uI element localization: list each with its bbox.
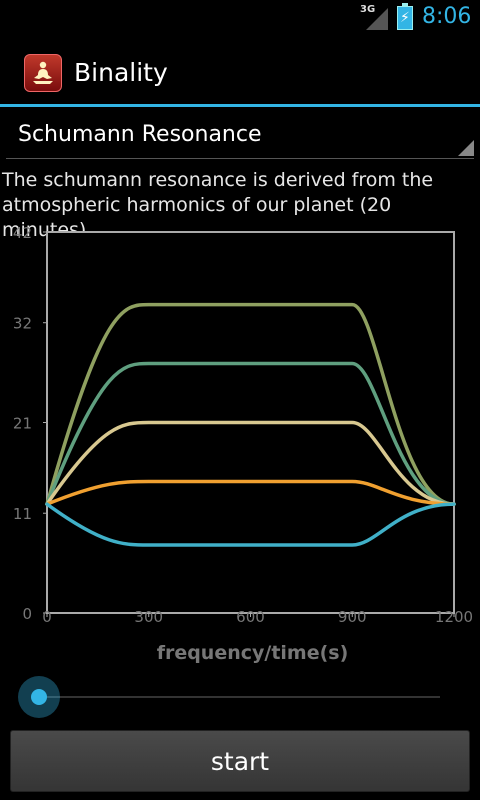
y-tick-label: 32 bbox=[13, 315, 32, 333]
charging-bolt-icon: ⚡ bbox=[400, 10, 410, 26]
x-tick-label: 1200 bbox=[435, 608, 473, 626]
series-line bbox=[45, 479, 456, 506]
x-tick-label: 0 bbox=[42, 608, 52, 626]
frequency-chart: 0 11 21 32 42 0 300 600 900 1200 frequency/time(s) bbox=[0, 222, 480, 672]
seekbar-thumb[interactable] bbox=[18, 676, 60, 718]
app-title: Binality bbox=[74, 58, 168, 87]
x-tick-label: 900 bbox=[338, 608, 367, 626]
x-axis-label: frequency/time(s) bbox=[157, 642, 349, 664]
status-bar: 3G ⚡ 8:06 bbox=[0, 0, 480, 38]
seekbar-thumb-core[interactable] bbox=[31, 689, 47, 705]
chart-canvas: 0 11 21 32 42 0 300 600 900 1200 frequency/time(s) bbox=[13, 224, 473, 664]
action-bar: Binality bbox=[0, 38, 480, 106]
x-tick-label: 600 bbox=[236, 608, 265, 626]
y-tick-label: 11 bbox=[13, 505, 32, 523]
y-tick-label: 42 bbox=[13, 224, 32, 242]
y-tick-label: 21 bbox=[13, 415, 32, 433]
progress-seekbar[interactable] bbox=[18, 676, 458, 718]
meditation-icon[interactable] bbox=[24, 54, 62, 92]
series-line bbox=[45, 361, 456, 506]
seekbar-track[interactable] bbox=[38, 696, 440, 698]
spinner-selected-label: Schumann Resonance bbox=[18, 122, 262, 147]
action-bar-divider bbox=[0, 104, 480, 107]
x-tick-label: 300 bbox=[134, 608, 163, 626]
start-button[interactable]: start bbox=[10, 730, 470, 792]
dropdown-arrow-icon bbox=[458, 140, 474, 156]
series-line bbox=[45, 302, 456, 506]
program-spinner[interactable]: Schumann Resonance bbox=[6, 118, 474, 159]
network-signal-icon: 3G bbox=[360, 4, 390, 30]
series-line bbox=[45, 420, 456, 506]
series-line bbox=[45, 502, 456, 547]
battery-charging-icon: ⚡ bbox=[397, 3, 413, 30]
status-time: 8:06 bbox=[422, 4, 472, 29]
signal-strength-icon bbox=[366, 8, 388, 30]
y-tick-label: 0 bbox=[22, 605, 32, 623]
